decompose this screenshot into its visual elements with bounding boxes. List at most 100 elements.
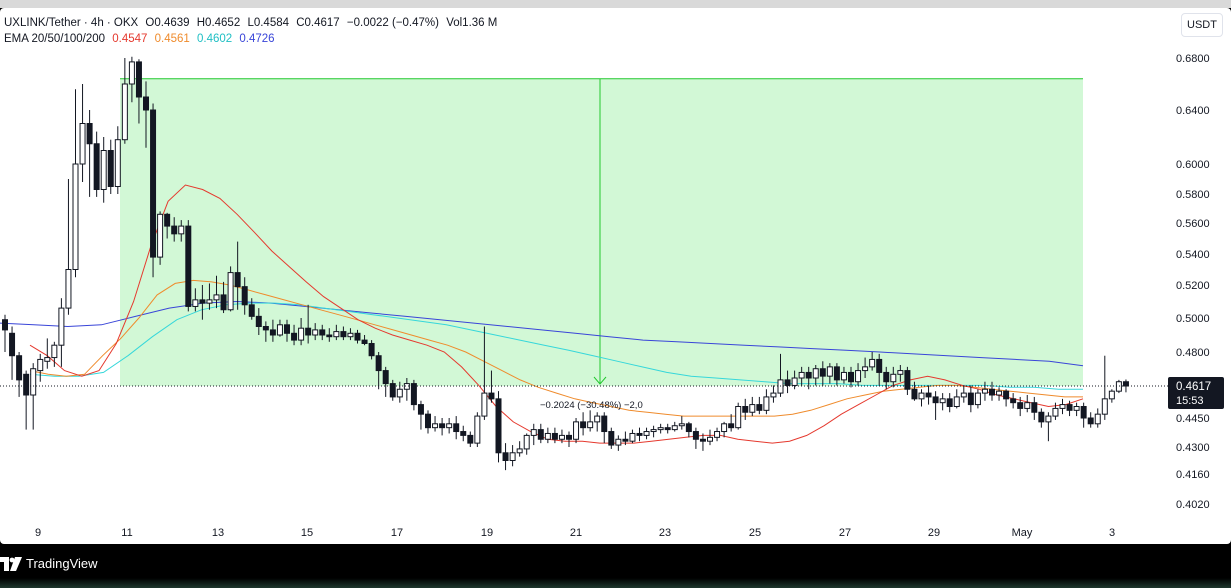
candle-body xyxy=(537,429,544,440)
candle-body xyxy=(876,358,883,373)
candle-body xyxy=(784,379,791,386)
low-value: L0.4584 xyxy=(247,17,290,29)
candle-body xyxy=(474,415,481,444)
y-tick-label: 0.4160 xyxy=(1176,469,1210,481)
x-tick-label: 19 xyxy=(481,527,493,539)
candle-body xyxy=(340,331,347,338)
candle-body xyxy=(319,329,326,336)
x-tick-label: 17 xyxy=(391,527,403,539)
candle-body xyxy=(890,373,897,383)
measure-arrow-head xyxy=(593,376,607,385)
candle-body xyxy=(1101,398,1108,415)
candle-body xyxy=(234,272,241,288)
candle-body xyxy=(220,294,227,311)
x-tick-label: 3 xyxy=(1109,527,1115,539)
x-tick-label: 11 xyxy=(121,527,132,539)
candle-body xyxy=(833,366,840,381)
candle-body xyxy=(826,366,833,377)
chart-panel[interactable]: −0.2024 (−30.48%) −2,0 0.6800 0.6400 0.6000… xyxy=(0,8,1231,544)
candle-body xyxy=(566,434,572,440)
candle-body xyxy=(629,432,636,442)
candle-body xyxy=(967,392,974,406)
candle-body xyxy=(1052,407,1059,417)
candle-body xyxy=(206,299,213,304)
candle-body xyxy=(16,355,23,381)
candle-body xyxy=(488,392,495,400)
candle-body xyxy=(848,371,854,383)
candle-body xyxy=(587,421,594,429)
y-tick-label: 0.5000 xyxy=(1176,313,1210,325)
candle-body xyxy=(326,334,333,338)
x-tick-label: 23 xyxy=(659,527,671,539)
candle-body xyxy=(30,368,37,396)
candle-body xyxy=(227,272,234,311)
candle-body xyxy=(164,213,171,227)
ema-label[interactable]: EMA 20/50/100/200 xyxy=(4,33,106,45)
candle-body xyxy=(643,431,650,436)
price-chart[interactable]: −0.2024 (−30.48%) −2,0 0.6800 0.6400 0.6000… xyxy=(0,8,1231,544)
candle-body xyxy=(453,423,460,433)
candle-body xyxy=(981,388,988,394)
candle-body xyxy=(974,392,981,406)
candle-body xyxy=(1045,415,1052,423)
price-tag-value: 0.4617 xyxy=(1176,381,1211,393)
candle-body xyxy=(742,406,749,413)
candle-body xyxy=(135,61,142,98)
x-tick-label: 21 xyxy=(570,527,582,539)
candle-body xyxy=(1094,413,1101,425)
close-value: C0.4617 xyxy=(296,17,340,29)
price-tag xyxy=(1168,377,1224,409)
candle-body xyxy=(79,123,86,165)
ema-row: EMA 20/50/100/200 0.4547 0.4561 0.4602 0… xyxy=(4,31,501,47)
candle-body xyxy=(44,357,51,362)
y-tick-label: 0.6000 xyxy=(1176,159,1210,171)
symbol-title[interactable]: UXLINK/Tether · 4h · OKX xyxy=(4,17,139,29)
currency-button[interactable]: USDT xyxy=(1181,13,1223,37)
candle-body xyxy=(333,331,340,338)
candle-body xyxy=(862,366,869,372)
candle-body xyxy=(812,368,819,379)
candle-body xyxy=(855,370,862,383)
candle-body xyxy=(23,373,30,396)
ema200-line xyxy=(0,300,1084,367)
candle-body xyxy=(939,398,946,404)
candle-body xyxy=(707,436,713,442)
candle-body xyxy=(276,324,283,336)
candle-body xyxy=(608,431,615,446)
measure-label: −0.2024 (−30.48%) −2,0 xyxy=(540,400,643,411)
volume-value: Vol1.36 M xyxy=(446,17,498,29)
candle-body xyxy=(298,327,305,341)
ema200-value: 0.4726 xyxy=(239,33,275,45)
candle-body xyxy=(1073,406,1080,411)
y-tick-label: 0.4800 xyxy=(1176,347,1210,359)
candle-body xyxy=(58,307,65,346)
candle-body xyxy=(805,371,812,379)
x-tick-label: 15 xyxy=(301,527,313,539)
candle-body xyxy=(1031,402,1038,413)
tradingview-logo[interactable]: TradingView xyxy=(0,556,98,571)
legend: UXLINK/Tether · 4h · OKX O0.4639 H0.4652… xyxy=(4,15,501,47)
candle-body xyxy=(410,383,417,406)
ema20-value: 0.4547 xyxy=(112,33,148,45)
candle-body xyxy=(312,329,319,336)
candle-body xyxy=(1059,404,1066,409)
candle-body xyxy=(305,327,312,336)
candle-body xyxy=(622,438,629,442)
candle-body xyxy=(425,413,431,429)
candle-body xyxy=(1010,398,1017,404)
candle-body xyxy=(692,431,699,440)
candle-body xyxy=(178,225,185,235)
y-tick-label: 0.6400 xyxy=(1176,105,1210,117)
measure-zone xyxy=(120,78,1083,387)
candle-body xyxy=(403,383,410,390)
candle-body xyxy=(262,326,269,331)
y-tick-label: 0.5200 xyxy=(1176,280,1210,292)
candle-body xyxy=(580,421,587,429)
candle-body xyxy=(143,96,149,111)
ohlc-row: UXLINK/Tether · 4h · OKX O0.4639 H0.4652… xyxy=(4,15,501,31)
top-strip xyxy=(0,0,1231,8)
candle-body xyxy=(1024,402,1031,409)
y-tick-label: 0.6800 xyxy=(1176,53,1210,65)
y-tick-label: 0.5800 xyxy=(1176,189,1210,201)
candle-body xyxy=(650,429,657,433)
